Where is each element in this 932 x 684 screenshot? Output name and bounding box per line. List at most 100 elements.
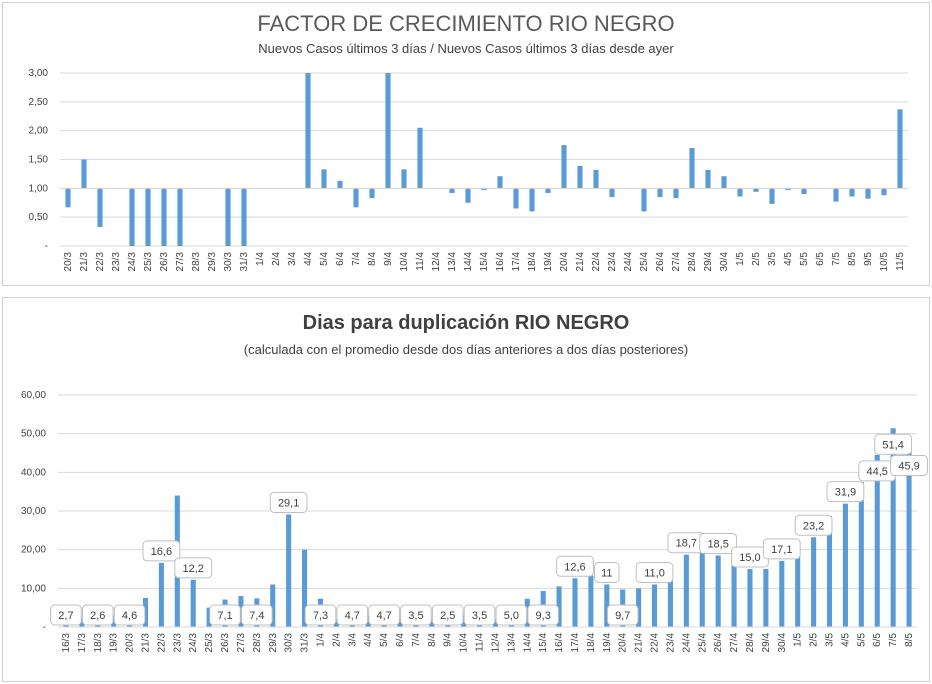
x-tick-label: 4/5 [840,633,851,647]
bar-3/5 [769,188,775,204]
y-tick-label: 2,00 [29,126,49,137]
x-tick-label: 3/4 [347,633,358,647]
bar-11/4 [417,127,423,189]
x-tick-label: 7/5 [831,252,842,266]
x-tick-label: 15/4 [479,252,490,272]
x-tick-label: 23/3 [111,252,122,272]
x-tick-label: 24/4 [681,633,692,653]
bar-19/4 [604,584,610,627]
data-label-text: 18,7 [676,538,697,550]
bar-18/4 [529,188,535,212]
x-tick-label: 24/3 [188,633,199,653]
bar-29/3 [270,584,276,627]
bar-27/4 [673,188,679,199]
data-label-text: 29,1 [278,497,299,509]
data-label-text: 7,3 [313,610,328,622]
x-tick-label: 23/4 [607,252,618,272]
data-label: 23,2 [794,514,833,536]
data-label-text: 4,6 [122,610,137,622]
x-tick-label: 19/3 [109,633,120,653]
bar-20/4 [561,145,567,189]
x-tick-label: 26/3 [159,252,170,272]
bar-26/4 [715,555,721,627]
y-tick-label: 20,00 [21,545,46,556]
bar-10/4 [401,169,407,189]
x-tick-label: 15/4 [538,633,549,653]
x-tick-label: 17/4 [570,633,581,653]
bar-10/5 [881,188,887,196]
x-tick-label: 4/5 [783,252,794,266]
bar-19/4 [545,188,551,193]
data-label-text: 3,5 [408,610,423,622]
x-tick-label: 31/3 [300,633,311,653]
data-label: 2,5 [431,604,464,626]
x-tick-label: 28/4 [687,252,698,272]
x-tick-label: 18/4 [527,252,538,272]
data-label-text: 5,0 [504,610,519,622]
bar-26/4 [657,188,663,197]
bar-15/4 [481,188,487,191]
data-label: 2,6 [81,604,114,626]
x-tick-label: 2/5 [751,252,762,266]
data-label: 11 [594,561,620,583]
chart-subtitle: (calculada con el promedio desde dos día… [243,342,689,357]
data-label-text: 18,5 [707,538,728,550]
x-tick-label: 25/4 [697,633,708,653]
x-tick-label: 6/5 [815,252,826,266]
bar-7/4 [353,188,359,208]
bar-5/5 [858,482,864,627]
bar-30/4 [779,560,785,627]
x-tick-label: 27/4 [671,252,682,272]
bar-9/4 [385,73,391,189]
bar-31/3 [302,549,308,627]
x-tick-label: 6/4 [335,252,346,266]
x-tick-label: 30/3 [223,252,234,272]
x-tick-label: 8/4 [367,252,378,266]
x-tick-label: 8/5 [847,252,858,266]
x-tick-label: 25/3 [143,252,154,272]
x-tick-label: 1/5 [735,252,746,266]
x-tick-label: 21/4 [575,252,586,272]
bar-13/4 [449,188,455,193]
bar-16/4 [497,176,503,189]
y-tick-label: 0,50 [29,212,49,223]
bar-6/5 [874,454,880,627]
data-label: 44,5 [858,460,897,482]
data-label-text: 7,1 [217,610,232,622]
bar-21/4 [636,588,642,627]
bar-6/4 [337,180,343,189]
growth-factor-plot: - 0,50 1,00 1,50 2,00 2,50 3,00 20/3 21/3 22/3 23/… [29,68,908,272]
bar-22/4 [593,169,599,189]
bar-21/4 [577,165,583,189]
bar-30/3 [286,514,292,627]
doubling-days-chart-panel: Dias para duplicación RIO NEGRO (calcula… [2,297,930,682]
bar-28/4 [689,147,695,189]
growth-factor-chart-panel: FACTOR DE CRECIMIENTO RIO NEGRO Nuevos C… [2,2,930,286]
data-label: 9,7 [606,604,639,626]
x-tick-label: 7/4 [411,633,422,647]
data-label-text: 11 [601,567,612,579]
bar-7/5 [833,188,839,202]
data-label-text: 9,7 [615,610,630,622]
bar-4/5 [842,503,848,627]
x-tick-label: 27/4 [729,633,740,653]
x-tick-label: 22/3 [95,252,106,272]
x-tick-label: 12/4 [431,252,442,272]
data-label-text: 4,7 [345,610,360,622]
bar-14/4 [524,598,530,627]
bar-5/4 [321,169,327,189]
x-tick-label: 10/4 [399,252,410,272]
x-tick-label: 20/4 [618,633,629,653]
data-label-text: 17,1 [771,544,792,556]
data-label: 5,0 [495,604,528,626]
data-label: 45,9 [890,455,928,477]
x-tick-label: 9/5 [863,252,874,266]
x-tick-label: 30/3 [284,633,295,653]
data-label: 31,9 [826,481,865,503]
bar-23/4 [609,188,615,197]
data-label: 3,5 [400,604,432,626]
bar-2/4 [333,619,339,627]
bar-27/4 [731,559,737,627]
bar-30/4 [721,176,727,189]
x-tick-label: 16/4 [554,633,565,653]
